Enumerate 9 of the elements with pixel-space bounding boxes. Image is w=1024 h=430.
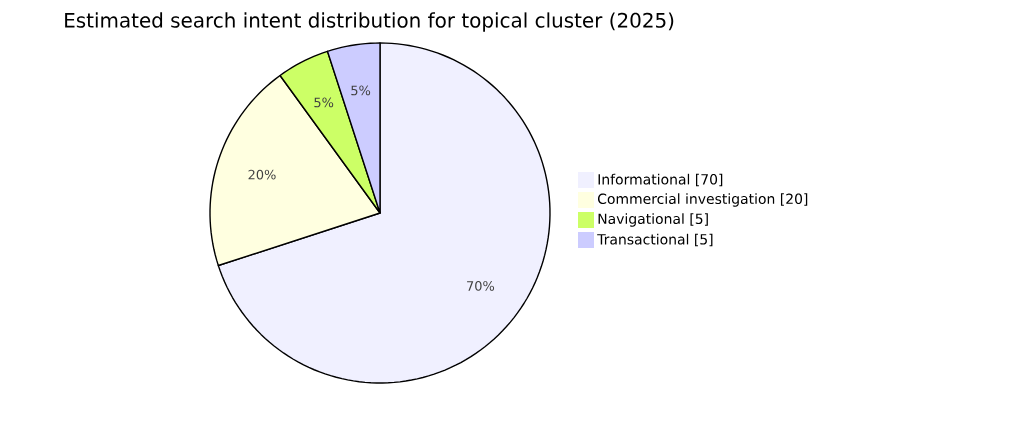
legend-label: Navigational [5]	[598, 213, 708, 227]
legend-label: Commercial investigation [20]	[597, 193, 808, 207]
data-label: 5%	[351, 85, 371, 96]
slice-label: Informational [70]	[598, 173, 723, 187]
legend-label: Transactional [5]	[597, 233, 713, 247]
data-label: 20%	[248, 169, 276, 180]
data-label: 5%	[314, 97, 334, 108]
data-label: 70%	[467, 281, 495, 291]
chart-title: Estimated search intent distribution for topical cluster (2025)	[65, 12, 674, 32]
